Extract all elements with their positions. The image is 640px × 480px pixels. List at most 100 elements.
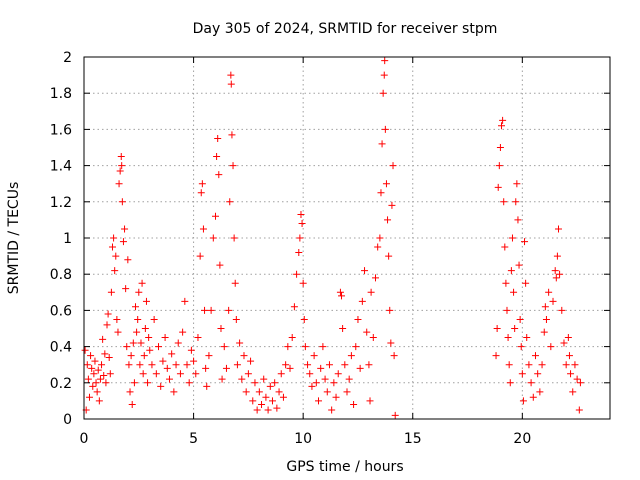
data-point — [273, 404, 281, 412]
data-point — [363, 328, 371, 336]
data-point — [384, 216, 392, 224]
data-point — [312, 379, 320, 387]
data-point — [315, 397, 323, 405]
data-point — [564, 334, 572, 342]
data-point — [499, 116, 507, 124]
data-point — [145, 334, 153, 342]
data-point — [179, 328, 187, 336]
data-point — [232, 315, 240, 323]
data-point — [202, 364, 210, 372]
data-point — [552, 274, 560, 282]
data-point — [531, 352, 539, 360]
data-point — [361, 267, 369, 275]
data-point — [118, 198, 126, 206]
data-point — [121, 225, 129, 233]
data-point — [137, 339, 145, 347]
data-point — [386, 306, 394, 314]
x-tick-label: 0 — [80, 431, 89, 447]
data-point — [576, 379, 584, 387]
axis-ticks — [83, 56, 610, 420]
data-point — [336, 288, 344, 296]
data-point — [126, 388, 134, 396]
data-point — [339, 325, 347, 332]
data-point — [244, 370, 252, 378]
data-point — [207, 306, 215, 314]
data-point — [284, 343, 292, 351]
data-point — [123, 343, 131, 351]
y-tick-label: 1.4 — [50, 159, 72, 175]
data-point — [366, 397, 374, 405]
data-point — [230, 234, 238, 242]
data-point — [288, 334, 296, 342]
data-point — [93, 388, 101, 396]
data-point — [492, 352, 500, 360]
data-point — [159, 357, 167, 365]
data-point — [553, 252, 561, 260]
data-point — [106, 370, 114, 378]
data-point — [135, 288, 143, 296]
data-point — [133, 328, 141, 336]
data-point — [534, 370, 542, 378]
y-tick-label: 1 — [63, 231, 72, 247]
y-tick-label: 0 — [63, 412, 72, 428]
data-point — [209, 234, 217, 242]
data-point — [81, 346, 89, 354]
data-point — [380, 71, 388, 79]
data-point — [541, 303, 549, 311]
data-point — [323, 388, 331, 396]
data-point — [136, 361, 144, 369]
data-point — [251, 379, 259, 387]
data-point — [268, 397, 276, 405]
data-point — [134, 315, 142, 323]
data-point — [365, 361, 373, 369]
data-point — [549, 297, 557, 305]
chart-title: Day 305 of 2024, SRMTID for receiver stp… — [193, 21, 498, 37]
data-point — [144, 379, 152, 387]
y-tick-label: 1.2 — [50, 195, 72, 211]
data-point — [495, 162, 503, 170]
data-point — [334, 370, 342, 378]
data-point — [112, 252, 120, 260]
data-point — [277, 370, 285, 378]
data-point — [91, 357, 99, 365]
data-point — [523, 334, 531, 342]
data-point — [498, 122, 506, 130]
data-point — [155, 343, 163, 351]
y-tick-label: 0.4 — [50, 340, 72, 356]
data-point — [496, 144, 504, 151]
data-point — [317, 364, 325, 372]
data-point — [514, 216, 522, 224]
data-point — [102, 379, 110, 387]
data-point — [125, 361, 133, 369]
data-point — [260, 375, 268, 383]
data-point — [198, 180, 206, 188]
data-point — [213, 153, 221, 161]
data-point — [341, 361, 349, 369]
data-point — [271, 379, 279, 387]
data-point — [118, 162, 126, 170]
data-point — [345, 375, 353, 383]
data-point — [381, 125, 389, 133]
data-point — [513, 180, 521, 188]
x-tick-label: 10 — [294, 431, 312, 447]
data-point — [299, 279, 307, 287]
data-point — [218, 375, 226, 383]
data-point — [128, 401, 136, 409]
data-point — [215, 171, 223, 179]
data-point — [108, 243, 116, 251]
data-point — [92, 379, 100, 387]
data-point — [330, 379, 338, 387]
data-point — [521, 238, 529, 246]
data-point — [100, 372, 108, 380]
data-point — [500, 198, 508, 206]
x-tick-label: 5 — [189, 431, 198, 447]
data-point — [519, 397, 527, 405]
data-point — [165, 375, 173, 383]
data-point — [506, 379, 514, 387]
data-point — [217, 325, 225, 332]
data-point — [94, 366, 102, 374]
data-point — [242, 388, 250, 396]
y-axis-label: SRMTID / TECUs — [6, 182, 22, 295]
data-point — [529, 393, 537, 401]
data-point — [542, 315, 550, 323]
